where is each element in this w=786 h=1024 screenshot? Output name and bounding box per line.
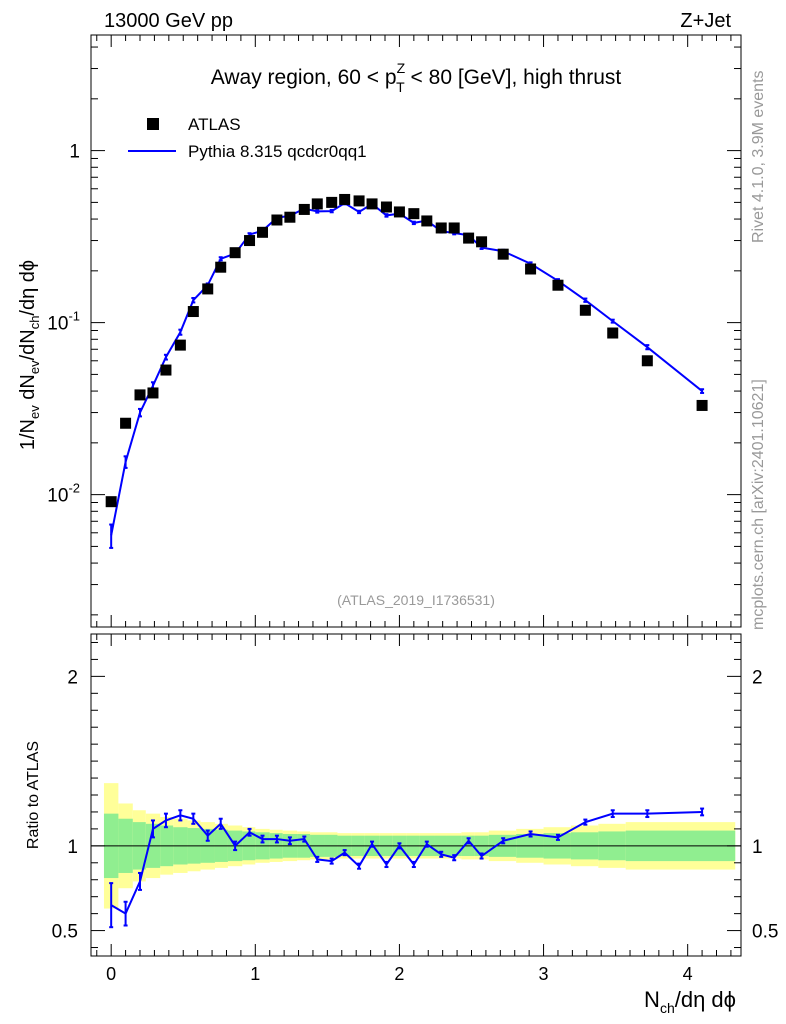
ratio-panel: 0 1 2 3 4 0.5 0.5 1 1 2 2 Ratio to ATLAS Nch/dη dϕ [25,633,778,1016]
title-t-sub: T [396,79,405,95]
atlas-data-point [215,261,227,273]
y-tick-label: 10-2 [47,481,80,507]
atlas-data-point [339,193,351,205]
atlas-data-point [696,399,708,411]
ratio-frame [90,633,742,957]
legend: ATLAS Pythia 8.315 qcdcr0qq1 [128,115,367,161]
atlas-data-point [525,263,537,275]
atlas-data-point [408,208,420,220]
legend-pythia-label: Pythia 8.315 qcdcr0qq1 [188,142,367,161]
mcplots-label: mcplots.cern.ch [arXiv:2401.10621] [750,379,767,630]
atlas-data-point [147,387,159,399]
y-tick-label: 1 [69,142,80,163]
main-y-axis-label: 1/Nev dNev/dNch/dη dϕ [17,260,42,450]
atlas-data-point [229,247,241,259]
atlas-data-point [421,215,433,227]
legend-atlas-label: ATLAS [188,115,241,134]
x-tick-label: 1 [250,964,260,984]
atlas-data-point [393,206,405,218]
process-label: Z+Jet [680,10,731,32]
title-prefix: Away region, 60 < p [211,66,397,89]
plot-title: Away region, 60 < pZ T < 80 [GeV], high t… [211,60,622,95]
atlas-data-point [284,211,296,223]
atlas-data-point [380,201,392,213]
ratio-y-tick-label-right: 1 [752,837,763,858]
pythia-line [110,201,703,536]
atlas-data-point [366,198,378,210]
atlas-data-point [257,226,269,238]
ratio-axes: 0 1 2 3 4 0.5 0.5 1 1 2 2 [52,634,778,984]
atlas-data-point [353,195,365,207]
atlas-data-point [552,279,564,291]
ratio-y-tick-label-right: 0.5 [752,922,778,943]
main-plot-area [105,193,708,549]
ratio-y-tick-label: 0.5 [52,922,78,943]
main-frame [90,34,742,628]
atlas-data-point [244,235,256,247]
atlas-data-point [463,232,475,244]
atlas-data-point [298,203,310,215]
main-panel: 10-2 10-1 1 Away region, 60 < pZ T < 80 [Ge… [17,34,742,628]
main-axes: 10-2 10-1 1 [47,35,741,627]
ratio-y-tick-label: 1 [67,837,78,858]
atlas-data-point [326,196,338,208]
y-tick-label: 10-1 [47,309,80,335]
atlas-data-point [271,214,283,226]
atlas-data-point [641,355,653,367]
ratio-y-tick-label: 2 [67,667,78,688]
atlas-data-point [134,389,146,401]
atlas-data-point [448,222,460,234]
atlas-data-point [160,364,172,376]
x-tick-label: 3 [539,964,549,984]
analysis-label: (ATLAS_2019_I1736531) [337,592,495,608]
rivet-label: Rivet 4.1.0, 3.9M events [750,70,767,243]
x-axis-label: Nch/dη dϕ [644,987,736,1016]
legend-atlas-marker [147,118,159,130]
atlas-data-point [435,222,447,234]
ratio-y-tick-label-right: 2 [752,667,763,688]
atlas-data-point [120,417,132,429]
atlas-data-point [497,248,509,260]
ratio-y-axis-label: Ratio to ATLAS [25,741,42,849]
atlas-data-point [202,283,214,295]
atlas-data-point [174,339,186,351]
title-suffix: < 80 [GeV], high thrust [405,66,622,89]
atlas-data-point [607,327,619,339]
x-tick-label: 2 [394,964,404,984]
x-tick-label: 4 [683,964,693,984]
x-tick-label: 0 [106,964,116,984]
atlas-data-point [476,236,488,248]
atlas-data-point [105,496,117,508]
atlas-data-point [579,304,591,316]
title-z-sup: Z [397,60,406,76]
atlas-data-point [187,306,199,318]
ratio-plot-area [91,783,741,929]
atlas-data-point [311,198,323,210]
energy-label: 13000 GeV pp [104,10,233,32]
